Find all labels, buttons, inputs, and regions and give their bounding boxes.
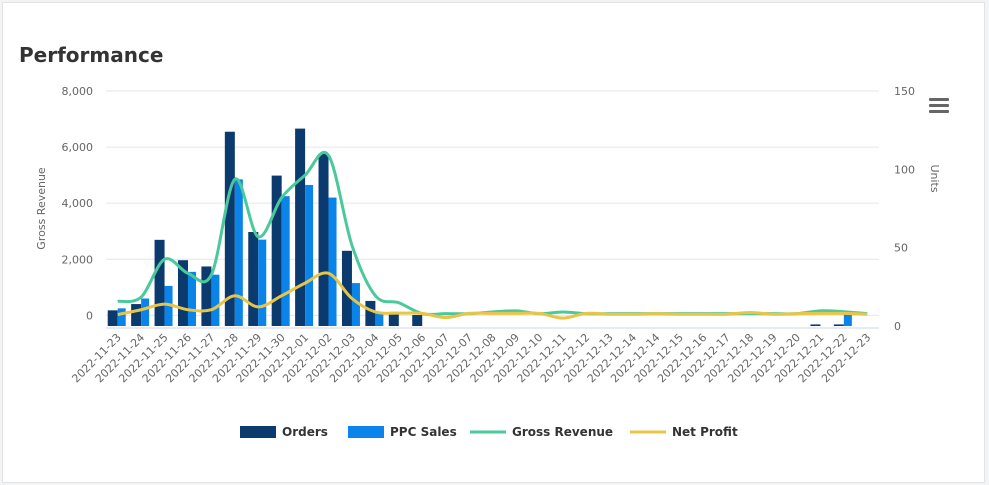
orders-bar[interactable]: [248, 232, 259, 326]
ppc-sales-bar[interactable]: [305, 184, 314, 326]
orders-bar[interactable]: [810, 324, 821, 326]
y-right-tick-label: 150: [894, 85, 915, 98]
y-left-tick-label: 6,000: [62, 141, 94, 154]
orders-bar[interactable]: [341, 250, 352, 326]
legend-label-gross-revenue: Gross Revenue: [512, 425, 613, 439]
orders-bar[interactable]: [201, 266, 212, 326]
orders-bar[interactable]: [131, 304, 142, 326]
ppc-sales-bar[interactable]: [375, 312, 384, 326]
y-right-tick-label: 0: [894, 320, 901, 333]
orders-bar[interactable]: [224, 131, 235, 326]
y-left-tick-label: 8,000: [62, 85, 94, 98]
orders-bar[interactable]: [107, 310, 118, 326]
ppc-sales-bar[interactable]: [843, 311, 852, 326]
ppc-sales-bar[interactable]: [117, 308, 126, 326]
y-right-axis-title: Units: [928, 164, 941, 192]
legend-label-orders: Orders: [282, 425, 328, 439]
orders-bar[interactable]: [295, 128, 306, 326]
hamburger-menu-icon[interactable]: [929, 98, 949, 116]
ppc-sales-bar[interactable]: [234, 179, 243, 326]
ppc-sales-bar[interactable]: [258, 239, 267, 326]
ppc-sales-bar[interactable]: [211, 274, 220, 326]
ppc-sales-bar[interactable]: [141, 298, 150, 326]
net-profit-line[interactable]: [117, 271, 868, 320]
orders-bar[interactable]: [412, 315, 423, 326]
ppc-sales-bar[interactable]: [281, 196, 290, 326]
orders-bar[interactable]: [318, 153, 329, 326]
ppc-sales-bar[interactable]: [328, 197, 337, 326]
ppc-sales-bar[interactable]: [187, 271, 196, 326]
y-left-axis-title: Gross Revenue: [35, 167, 48, 250]
orders-bar[interactable]: [154, 239, 165, 326]
orders-bar[interactable]: [365, 300, 376, 326]
legend-label-net-profit: Net Profit: [672, 425, 738, 439]
y-left-tick-label: 2,000: [62, 253, 94, 266]
orders-bar[interactable]: [833, 324, 844, 326]
legend-label-ppc-sales: PPC Sales: [390, 425, 457, 439]
orders-bar[interactable]: [388, 311, 399, 326]
orders-bar[interactable]: [177, 260, 188, 326]
y-right-tick-label: 100: [894, 163, 915, 176]
legend-swatch-ppc-sales[interactable]: [348, 426, 384, 438]
y-left-tick-label: 4,000: [62, 197, 94, 210]
orders-bar[interactable]: [271, 175, 282, 326]
y-right-tick-label: 50: [894, 242, 908, 255]
ppc-sales-bar[interactable]: [351, 283, 360, 326]
page-title: Performance: [19, 43, 164, 67]
y-left-tick-label: 0: [86, 309, 93, 322]
legend-swatch-orders[interactable]: [240, 426, 276, 438]
